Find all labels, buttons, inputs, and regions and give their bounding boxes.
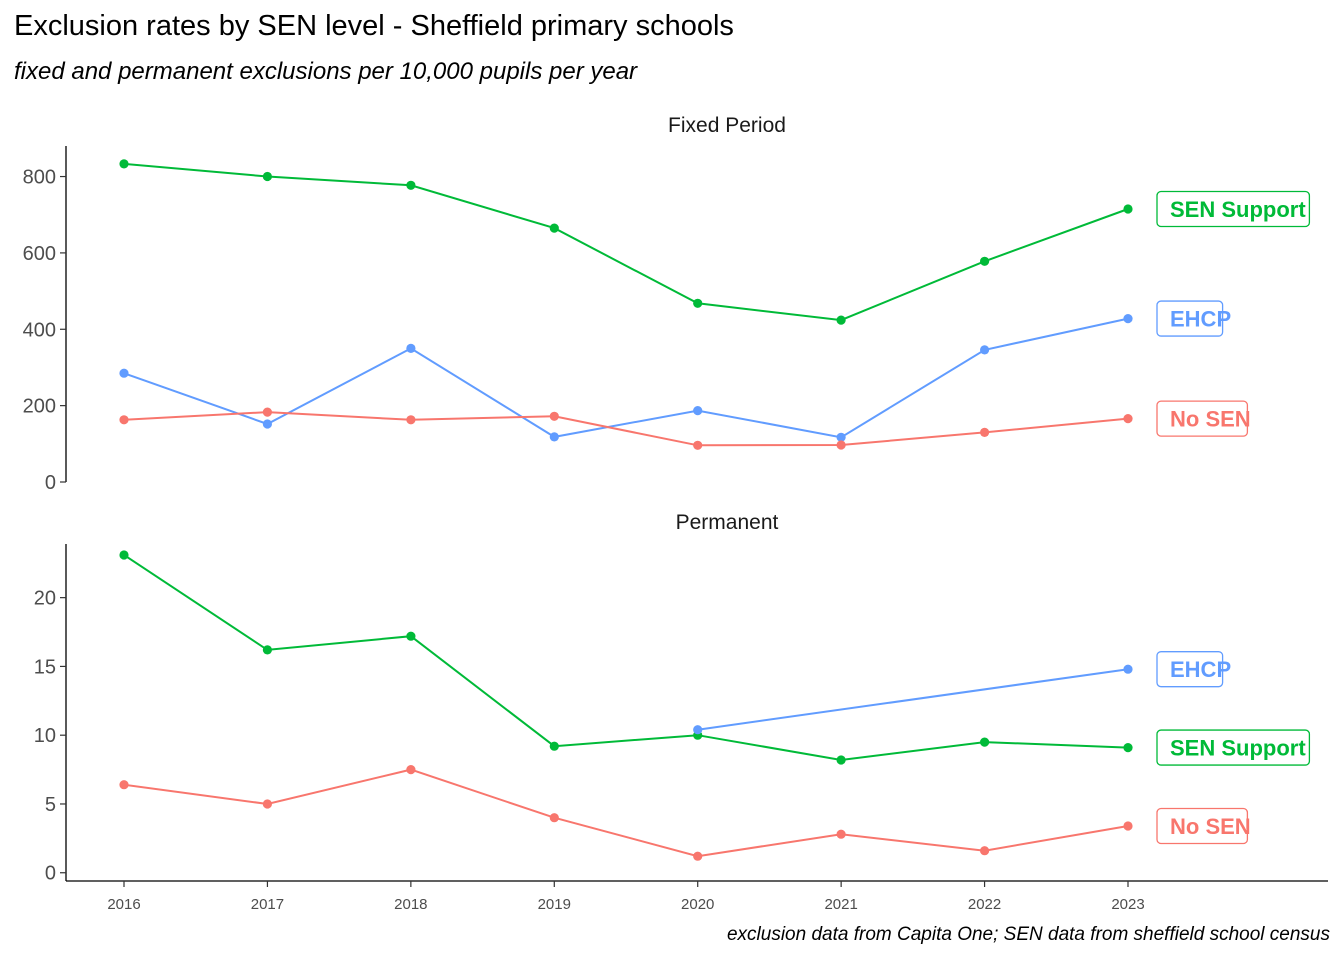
y-tick-label-permanent: 0 [45, 863, 56, 885]
data-point-permanent-no-sen [980, 846, 990, 856]
data-point-fixed-period-no-sen [549, 411, 559, 421]
x-tick-label: 2022 [968, 896, 1001, 913]
y-tick-label-fixed-period: 200 [23, 396, 56, 418]
y-tick-label-permanent: 5 [45, 794, 56, 816]
data-point-permanent-sen-support [119, 550, 129, 560]
series-label-fixed-period-no-sen: No SEN [1170, 407, 1251, 432]
data-point-permanent-no-sen [119, 780, 129, 790]
data-point-permanent-no-sen [693, 851, 703, 861]
data-point-fixed-period-no-sen [980, 427, 990, 437]
data-point-permanent-no-sen [1123, 821, 1133, 831]
x-tick-label: 2017 [251, 896, 284, 913]
y-tick-label-permanent: 20 [34, 588, 56, 610]
x-tick-label: 2019 [538, 896, 571, 913]
data-point-fixed-period-no-sen [836, 440, 846, 450]
data-point-fixed-period-ehcp [693, 406, 703, 416]
label-box-permanent-ehcp [1156, 651, 1224, 688]
series-line-fixed-period-no-sen [123, 411, 1129, 447]
data-point-permanent-sen-support [980, 737, 990, 747]
data-point-fixed-period-no-sen [693, 440, 703, 450]
label-box-permanent-sen-support [1156, 729, 1311, 766]
chart-caption: exclusion data from Capita One; SEN data… [726, 924, 1330, 945]
data-point-fixed-period-ehcp [836, 432, 846, 442]
y-tick-label-fixed-period: 800 [23, 167, 56, 189]
x-tick-label: 2018 [394, 896, 427, 913]
panel-title-permanent: Permanent [676, 511, 779, 534]
x-tick-label: 2023 [1111, 896, 1144, 913]
label-box-fixed-period-ehcp [1156, 300, 1224, 337]
data-point-fixed-period-sen-support [119, 159, 129, 169]
label-box-permanent-no-sen [1156, 807, 1249, 845]
data-point-fixed-period-sen-support [549, 223, 559, 233]
y-tick-label-fixed-period: 0 [45, 472, 56, 494]
data-point-fixed-period-ehcp [980, 345, 990, 355]
series-label-fixed-period-ehcp: EHCP [1170, 307, 1231, 332]
data-point-permanent-no-sen [549, 813, 559, 823]
chart-title: Exclusion rates by SEN level - Sheffield… [14, 10, 734, 42]
data-point-permanent-sen-support [262, 645, 272, 655]
series-label-permanent-sen-support: SEN Support [1170, 736, 1306, 761]
data-point-permanent-sen-support [549, 741, 559, 751]
data-point-fixed-period-ehcp [119, 368, 129, 378]
data-point-fixed-period-ehcp [549, 432, 559, 442]
series-line-fixed-period-sen-support [123, 162, 1129, 322]
series-label-fixed-period-sen-support: SEN Support [1170, 197, 1306, 222]
x-tick-label: 2020 [681, 896, 714, 913]
series-line-permanent-ehcp [697, 668, 1129, 731]
data-point-permanent-no-sen [406, 765, 416, 775]
data-point-fixed-period-ehcp [406, 343, 416, 353]
y-tick-label-permanent: 10 [34, 725, 56, 747]
y-tick-label-permanent: 15 [34, 656, 56, 678]
data-point-fixed-period-no-sen [262, 407, 272, 417]
data-point-fixed-period-no-sen [406, 415, 416, 425]
data-point-fixed-period-ehcp [1123, 314, 1133, 324]
series-label-permanent-no-sen: No SEN [1170, 814, 1251, 839]
series-line-permanent-sen-support [123, 554, 1129, 762]
series-line-fixed-period-ehcp [123, 317, 1129, 439]
series-label-permanent-ehcp: EHCP [1170, 657, 1231, 682]
data-point-permanent-ehcp [693, 725, 703, 735]
y-tick-label-fixed-period: 400 [23, 319, 56, 341]
data-point-permanent-no-sen [262, 799, 272, 809]
data-point-fixed-period-no-sen [1123, 414, 1133, 424]
data-point-fixed-period-sen-support [693, 298, 703, 308]
data-point-permanent-sen-support [1123, 743, 1133, 753]
panel-title-fixed-period: Fixed Period [668, 114, 786, 137]
data-point-fixed-period-ehcp [262, 419, 272, 429]
chart-subtitle: fixed and permanent exclusions per 10,00… [14, 58, 638, 85]
label-box-fixed-period-no-sen [1156, 400, 1249, 437]
label-box-fixed-period-sen-support [1156, 190, 1311, 228]
x-tick-label: 2016 [107, 896, 140, 913]
data-point-permanent-ehcp [1123, 664, 1133, 674]
data-point-fixed-period-sen-support [836, 315, 846, 325]
data-point-fixed-period-no-sen [119, 415, 129, 425]
data-point-fixed-period-sen-support [1123, 204, 1133, 214]
y-tick-label-fixed-period: 600 [23, 243, 56, 265]
series-line-permanent-no-sen [123, 768, 1129, 858]
data-point-fixed-period-sen-support [262, 171, 272, 182]
data-point-fixed-period-sen-support [406, 180, 416, 190]
data-point-permanent-no-sen [836, 829, 846, 839]
data-point-permanent-sen-support [836, 755, 846, 765]
data-point-fixed-period-sen-support [980, 256, 990, 266]
data-point-permanent-sen-support [406, 631, 416, 641]
x-tick-label: 2021 [824, 896, 857, 913]
